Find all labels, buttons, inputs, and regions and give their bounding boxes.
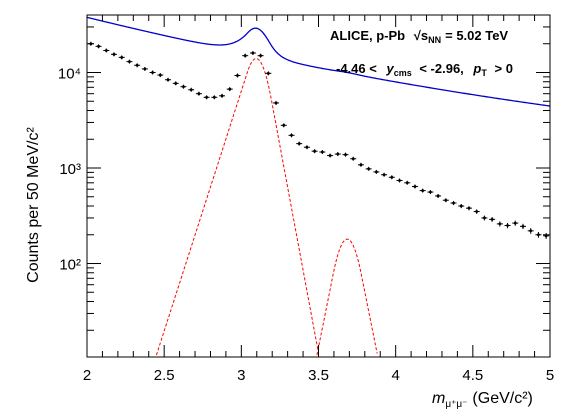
data-point (398, 179, 401, 182)
psi2s-signal-curve (316, 238, 378, 356)
annotation-y-high: < -2.96, (419, 61, 463, 76)
data-point (405, 181, 409, 185)
annotation-line2: -4.46 < ycms < -2.96, pT > 0 (336, 61, 513, 79)
data-point (344, 153, 347, 157)
data-point (251, 51, 255, 55)
y-tick-label: 10² (59, 257, 81, 274)
annotation-experiment: ALICE, p-Pb (330, 28, 405, 43)
data-point (459, 204, 463, 208)
data-point (506, 224, 509, 227)
data-point (174, 81, 178, 85)
x-tick-label: 2 (83, 367, 91, 384)
data-point (243, 54, 247, 58)
data-point (297, 142, 301, 146)
data-point (421, 189, 425, 193)
data-point (351, 157, 355, 161)
data-point (112, 52, 116, 56)
data-point (259, 54, 263, 58)
data-point (467, 206, 471, 210)
data-point (143, 67, 147, 71)
x-tick-label: 4 (391, 367, 399, 384)
annotation-y-sub: cms (394, 68, 412, 78)
data-point (212, 95, 216, 99)
data-point (220, 94, 224, 98)
data-point (382, 173, 386, 177)
y-tick-label: 10⁴ (58, 66, 81, 83)
data-point (413, 185, 417, 188)
x-tick-label: 3.5 (308, 367, 329, 384)
y-tick-label: 10³ (59, 161, 81, 178)
annotation-pt-sub: T (481, 68, 487, 78)
data-point (521, 224, 525, 228)
data-point (135, 63, 139, 67)
annotation-pt-symbol: p (472, 61, 481, 76)
data-point (436, 194, 440, 198)
data-point (475, 210, 479, 213)
y-axis-title: Counts per 50 MeV/c² (25, 127, 42, 283)
data-point (513, 221, 517, 225)
data-point (367, 167, 371, 171)
data-point (313, 149, 317, 153)
annotation-nn-sub: NN (428, 35, 441, 45)
x-axis-sub: μ⁺μ⁻ (445, 399, 467, 410)
data-point (490, 217, 494, 221)
data-point (166, 78, 170, 82)
data-point (151, 71, 154, 74)
data-point (498, 222, 502, 226)
data-point (483, 216, 486, 220)
total-fit-curve (86, 16, 551, 107)
x-tick-label: 3 (237, 367, 245, 384)
data-point (305, 145, 309, 149)
x-tick-label: 2.5 (154, 367, 175, 384)
annotation-y-symbol: y (385, 61, 394, 76)
data-point (182, 85, 185, 89)
svg-text:ALICE, p-Pb √sNN= 5.02 T: ALICE, p-Pb √sNN = 5.02 TeV (330, 28, 508, 45)
annotation-pt-cut: > 0 (495, 61, 513, 76)
data-point (444, 198, 448, 202)
annotation-y-low: -4.46 < (336, 61, 377, 76)
data-point (120, 55, 124, 59)
data-point (537, 233, 540, 237)
data-points-layer (87, 41, 550, 239)
tick-labels-layer: 2 2.5 3 3.5 4 4.5 5 10² 10³ 10⁴ (58, 66, 554, 384)
data-point (128, 60, 131, 64)
x-axis-unit: (GeV/c²) (472, 390, 532, 407)
svg-text:-4.46 < ycms < -2.: -4.46 < ycms < -2.96, pT > 0 (336, 61, 513, 79)
data-point (274, 101, 278, 105)
jpsi-signal-curve (155, 58, 319, 356)
data-point (359, 163, 363, 167)
data-point (336, 152, 340, 156)
data-point (320, 150, 324, 154)
curves-layer (86, 16, 551, 356)
data-point (228, 87, 232, 91)
data-point (189, 88, 193, 92)
data-point (205, 95, 209, 99)
x-tick-label: 4.5 (462, 367, 483, 384)
data-point (104, 49, 108, 52)
data-point (428, 190, 432, 194)
data-point (236, 74, 239, 77)
x-axis-title: mμ⁺μ⁻ (GeV/c²) (432, 390, 533, 410)
annotation-sqrt-s: √s (414, 28, 428, 43)
data-point (529, 229, 533, 233)
annotation-line1: ALICE, p-Pb √sNN = 5.02 TeV (330, 28, 508, 45)
x-axis-symbol: m (432, 390, 445, 407)
data-point (197, 92, 201, 96)
data-point (328, 154, 332, 157)
data-point (158, 73, 162, 77)
data-point (290, 133, 293, 137)
data-point (282, 123, 286, 127)
data-point (97, 44, 100, 48)
ticks-layer (86, 14, 551, 357)
x-tick-label: 5 (546, 367, 554, 384)
data-point (452, 201, 455, 205)
data-point (266, 71, 270, 75)
annotation-energy: = 5.02 TeV (445, 28, 508, 43)
data-point (390, 175, 394, 179)
data-point (374, 170, 378, 174)
